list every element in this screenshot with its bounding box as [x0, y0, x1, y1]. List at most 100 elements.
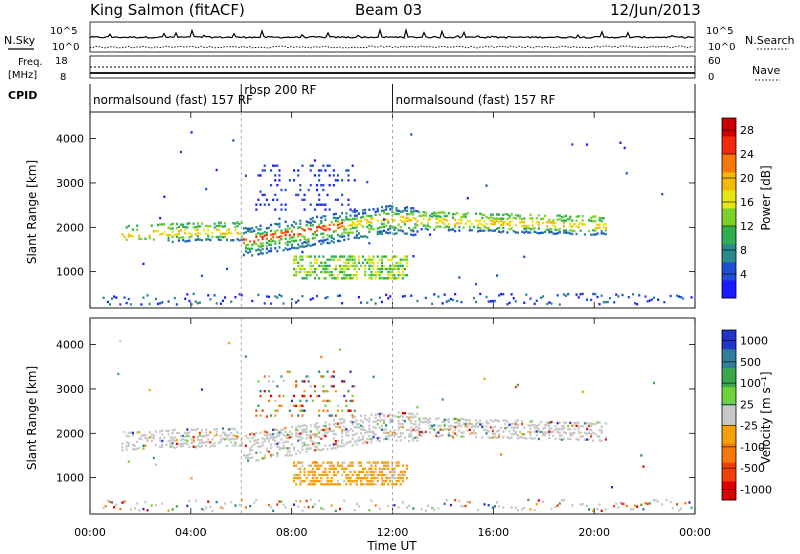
velocity-cell [385, 467, 388, 470]
velocity-cell [362, 425, 365, 429]
velocity-cell [527, 430, 530, 433]
power-cell [395, 264, 398, 268]
velocity-cell [234, 504, 237, 507]
velocity-cell [347, 390, 350, 393]
velocity-cell [267, 440, 270, 443]
power-cell [496, 227, 499, 230]
velocity-cell [531, 420, 534, 423]
power-cell [401, 264, 404, 268]
velocity-cell [332, 370, 335, 373]
power-cell [456, 222, 459, 225]
power-cell [397, 270, 400, 274]
power-cell [190, 303, 193, 306]
power-cell [502, 223, 505, 226]
power-cell [311, 237, 314, 240]
velocity-cell [349, 399, 352, 403]
power-cell [316, 229, 319, 232]
power-cell [334, 219, 337, 223]
power-cell [389, 258, 392, 261]
power-cell [355, 214, 358, 217]
power-cell [508, 221, 511, 224]
power-cell [491, 217, 494, 220]
velocity-cell [297, 467, 300, 470]
power-cell [449, 297, 452, 301]
power-cell [282, 302, 285, 305]
power-cell [460, 219, 463, 222]
velocity-cell [393, 467, 396, 470]
power-ytick-label: 2000 [56, 221, 84, 234]
velocity-cell [316, 422, 319, 425]
power-cell [293, 258, 296, 261]
velocity-cell [295, 426, 298, 429]
velocity-colorbar-tick-label: 100 [740, 377, 761, 390]
power-cell [357, 296, 360, 299]
velocity-cell [569, 434, 572, 437]
power-cell [297, 193, 300, 197]
velocity-cell [357, 423, 360, 426]
velocity-cell [389, 421, 392, 424]
power-cell [462, 213, 465, 216]
velocity-cell [675, 503, 678, 506]
x-tick-label: 00:00 [74, 526, 106, 539]
velocity-cell [324, 467, 327, 470]
velocity-cell [288, 436, 291, 439]
velocity-cell [318, 425, 321, 429]
power-cell [399, 225, 402, 229]
power-cell [161, 301, 164, 304]
power-cell [433, 293, 436, 296]
velocity-cell [397, 435, 400, 439]
power-cell [138, 237, 141, 240]
power-cell [360, 301, 363, 304]
power-cell [376, 264, 379, 268]
power-cell [349, 264, 352, 268]
power-cell [663, 301, 666, 304]
power-cell [406, 232, 409, 235]
power-cell [228, 231, 231, 234]
velocity-cell [462, 417, 465, 421]
power-cell [412, 234, 415, 237]
power-cell [493, 299, 496, 303]
power-cell [184, 228, 187, 232]
velocity-cell [351, 480, 354, 483]
power-cell [380, 267, 383, 271]
power-cell [452, 298, 455, 302]
velocity-cell [408, 428, 411, 432]
velocity-cell [192, 445, 195, 448]
power-cell [341, 270, 344, 274]
power-cell [284, 208, 287, 211]
power-cell [190, 131, 193, 134]
velocity-cell [537, 499, 540, 502]
velocity-cell [355, 422, 358, 426]
power-cell [297, 169, 300, 172]
velocity-cell [230, 437, 233, 441]
power-cell [347, 267, 350, 271]
power-cell [523, 255, 526, 258]
velocity-cell [351, 423, 354, 426]
power-cell [385, 212, 388, 215]
velocity-cell [598, 421, 601, 424]
velocity-cell [108, 500, 111, 503]
power-cell [362, 212, 365, 215]
power-cell [303, 198, 306, 201]
power-cell [383, 267, 386, 271]
power-cell [485, 226, 488, 230]
power-cell [326, 264, 329, 268]
velocity-cell [567, 427, 570, 431]
power-cell [309, 203, 312, 206]
velocity-cell [506, 420, 509, 423]
power-cell [567, 231, 570, 234]
power-cell [376, 207, 379, 211]
velocity-cell [299, 432, 302, 435]
power-cell [251, 254, 254, 257]
power-cell [221, 299, 224, 302]
power-cell [602, 217, 605, 220]
velocity-cell [215, 430, 218, 434]
power-cell [230, 239, 233, 242]
power-cell [412, 213, 415, 216]
velocity-cell [322, 483, 325, 486]
velocity-cell [470, 425, 473, 428]
velocity-cell [493, 425, 496, 428]
velocity-cell [311, 461, 314, 464]
velocity-cell [362, 483, 365, 486]
power-cell [334, 198, 337, 201]
